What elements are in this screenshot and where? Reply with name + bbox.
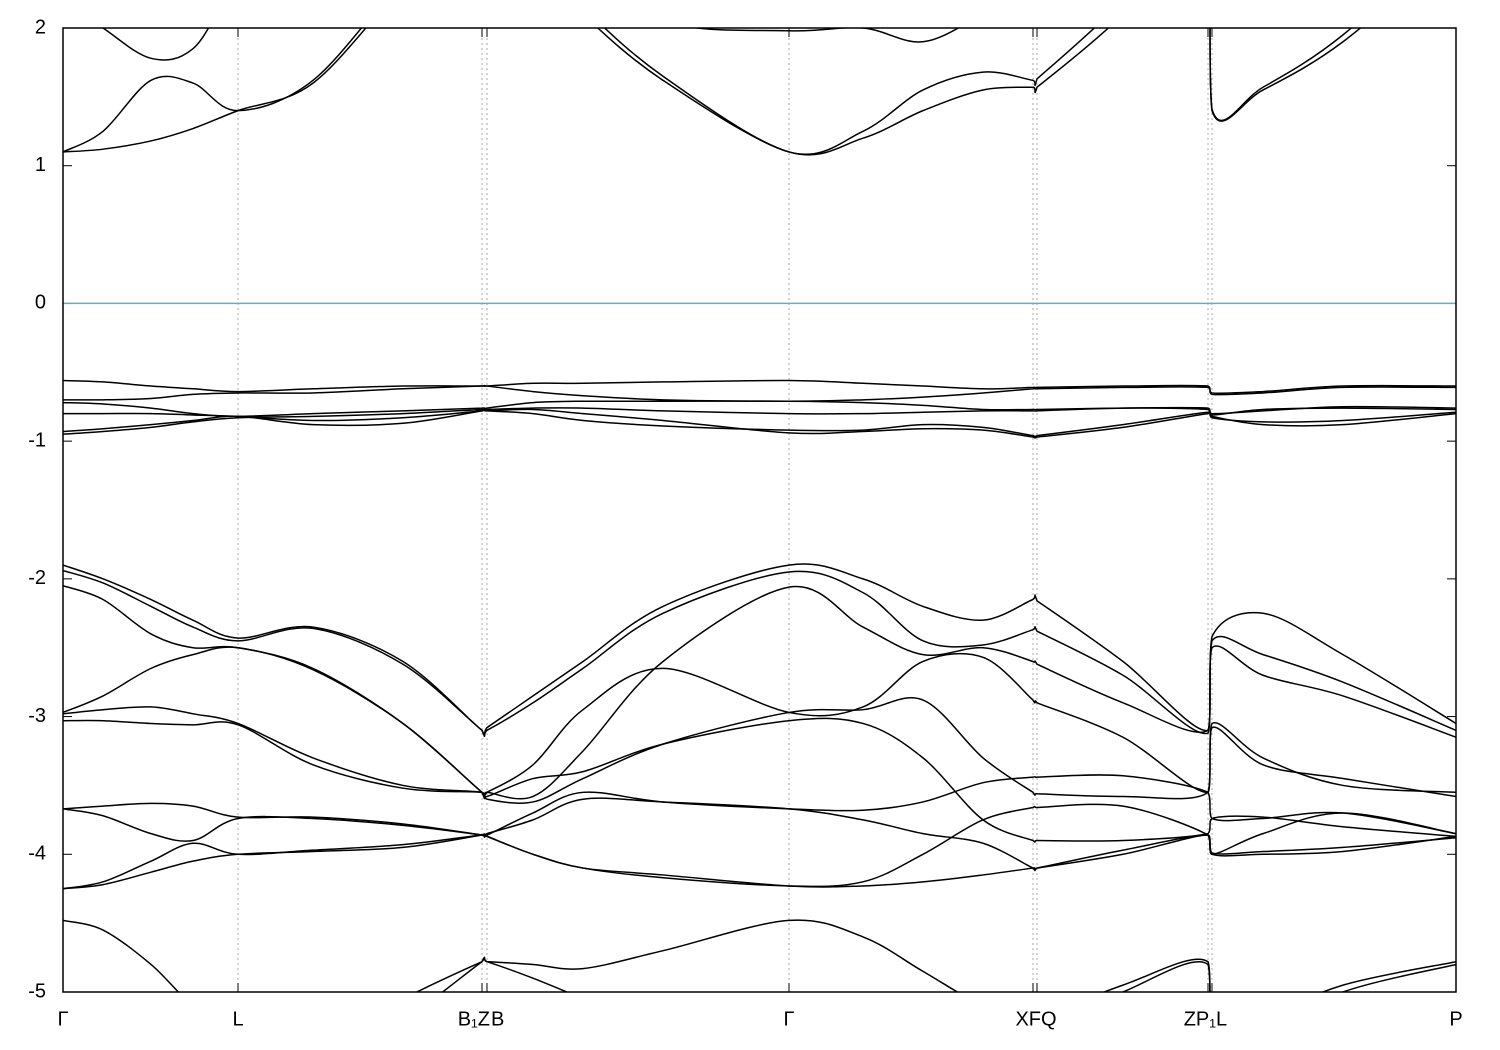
band <box>63 808 1456 888</box>
y-tick-label: -1 <box>28 429 46 451</box>
y-tick-label: -5 <box>28 980 46 1002</box>
x-tick-label: Γ <box>57 1008 68 1030</box>
x-tick-label: B₁Z <box>458 1008 490 1030</box>
band <box>63 379 1456 395</box>
y-tick-label: -2 <box>28 567 46 589</box>
x-tick-label: B <box>491 1008 504 1030</box>
band <box>63 569 1456 738</box>
bands <box>63 28 1456 992</box>
x-tick-label: P <box>1449 1008 1462 1030</box>
y-tick-label: 1 <box>35 154 46 176</box>
x-tick-label: XF <box>1015 1008 1041 1030</box>
band <box>63 646 1456 800</box>
band <box>63 407 1456 436</box>
band <box>63 384 1456 402</box>
y-tick-label: -3 <box>28 705 46 727</box>
plot-frame <box>62 27 1457 993</box>
band <box>63 919 1456 992</box>
band <box>63 717 1456 843</box>
y-tick-label: -4 <box>28 843 46 865</box>
grid <box>62 27 1457 993</box>
x-tick-label: L <box>1216 1008 1227 1030</box>
band <box>63 28 1362 156</box>
band <box>63 797 1456 890</box>
band <box>63 400 1456 418</box>
band <box>63 28 1353 156</box>
x-tick-label: Q <box>1041 1008 1057 1030</box>
band <box>415 957 1456 992</box>
x-tick-label: Γ <box>783 1008 794 1030</box>
band <box>63 563 1456 737</box>
y-tick-label: 0 <box>35 292 46 314</box>
band <box>63 585 1456 800</box>
x-tick-label: ZP₁ <box>1184 1008 1217 1030</box>
x-tick-label: L <box>232 1008 243 1030</box>
y-tick-label: 2 <box>35 16 46 38</box>
band <box>63 697 1456 804</box>
band <box>101 28 960 61</box>
